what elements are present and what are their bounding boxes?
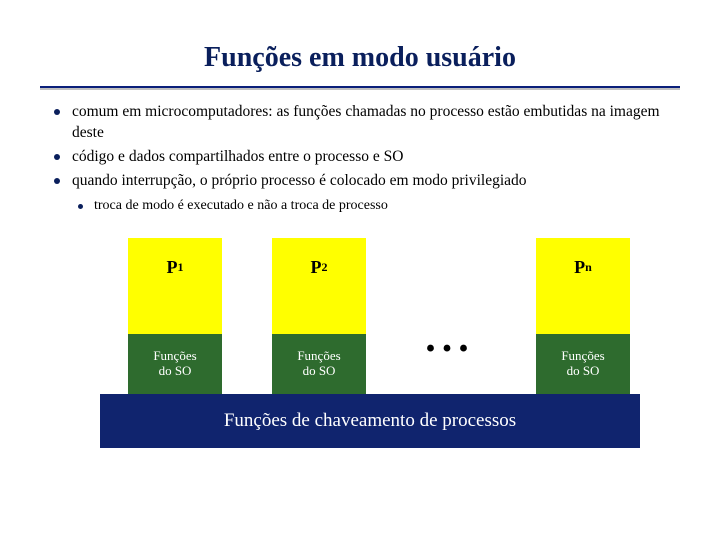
process-label: P2 bbox=[272, 238, 366, 298]
switching-functions-bar: Funções de chaveamento de processos bbox=[100, 394, 640, 448]
bullet-sub-item: troca de modo é executado e não a troca … bbox=[50, 198, 670, 214]
bullet-item: quando interrupção, o próprio processo é… bbox=[50, 171, 670, 192]
process-body bbox=[536, 298, 630, 334]
os-functions-label: Funçõesdo SO bbox=[128, 334, 222, 394]
ellipsis-icon: ... bbox=[390, 314, 510, 362]
process-label: P1 bbox=[128, 238, 222, 298]
bullet-item: código e dados compartilhados entre o pr… bbox=[50, 147, 670, 168]
process-column: Pn Funçõesdo SO bbox=[536, 238, 630, 394]
process-body bbox=[272, 298, 366, 334]
slide-title: Funções em modo usuário bbox=[0, 0, 720, 86]
bullet-list: comum em microcomputadores: as funções c… bbox=[50, 102, 670, 214]
process-column: P1 Funçõesdo SO bbox=[128, 238, 222, 394]
bullet-item: comum em microcomputadores: as funções c… bbox=[50, 102, 670, 144]
process-column: P2 Funçõesdo SO bbox=[272, 238, 366, 394]
process-diagram: P1 Funçõesdo SO P2 Funçõesdo SO Pn Funçõesdo … bbox=[80, 238, 640, 468]
process-body bbox=[128, 298, 222, 334]
os-functions-label: Funçõesdo SO bbox=[536, 334, 630, 394]
title-underline bbox=[40, 86, 680, 90]
process-label: Pn bbox=[536, 238, 630, 298]
os-functions-label: Funçõesdo SO bbox=[272, 334, 366, 394]
